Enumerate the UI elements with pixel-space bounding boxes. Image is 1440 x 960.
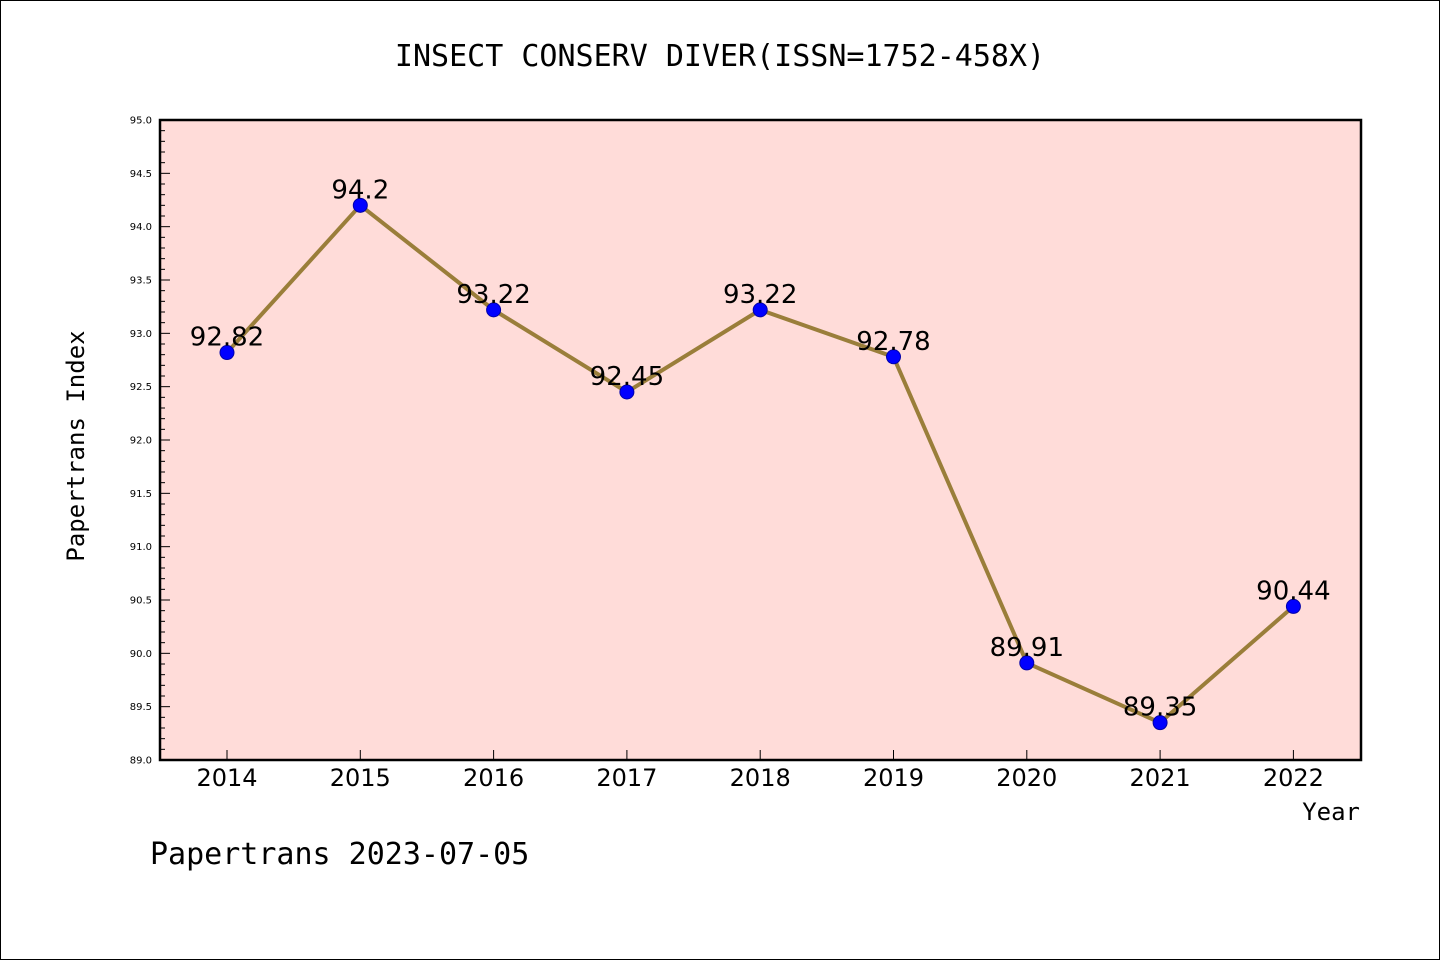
data-point	[352, 197, 368, 213]
data-label: 92.45	[590, 362, 664, 392]
y-tick-label: 92.0	[130, 436, 152, 447]
x-tick-label: 2016	[463, 764, 524, 792]
y-axis-label: Papertrans Index	[62, 330, 90, 561]
data-label: 94.2	[331, 175, 389, 205]
series-layer: 92.82 94.2 93.22 92.45 93.22 92.78 89.91 89.35 9…	[190, 175, 1331, 731]
x-tick-label: 2020	[996, 764, 1057, 792]
y-tick-label: 92.5	[130, 382, 152, 393]
data-label: 89.35	[1123, 693, 1197, 723]
x-tick-label: 2019	[863, 764, 924, 792]
x-axis-ticks: 2014 2015 2016 2017 2018 2019 2020 2021 2022	[196, 750, 1324, 792]
x-tick-label: 2017	[596, 764, 657, 792]
data-point	[486, 302, 502, 318]
y-tick-label: 95.0	[130, 116, 152, 127]
data-point	[219, 345, 235, 361]
data-label: 92.82	[190, 323, 264, 353]
y-tick-label: 93.5	[130, 276, 152, 287]
data-label: 93.22	[456, 280, 530, 310]
y-tick-label: 94.5	[130, 169, 152, 180]
data-point	[619, 384, 635, 400]
y-tick-label: 90.5	[130, 596, 152, 607]
y-tick-label: 91.5	[130, 489, 152, 500]
y-tick-label: 89.5	[130, 702, 152, 713]
data-label: 92.78	[856, 327, 930, 357]
x-tick-label: 2014	[196, 764, 257, 792]
chart-title: INSECT CONSERV DIVER(ISSN=1752-458X)	[395, 39, 1045, 74]
x-tick-label: 2018	[730, 764, 791, 792]
data-point	[752, 302, 768, 318]
y-tick-label: 94.0	[130, 222, 152, 233]
x-tick-label: 2015	[330, 764, 391, 792]
data-label: 89.91	[990, 633, 1064, 663]
data-label: 93.22	[723, 280, 797, 310]
footer-text: Papertrans 2023-07-05	[150, 837, 529, 872]
y-tick-label: 90.0	[130, 649, 152, 660]
data-label: 90.44	[1256, 576, 1330, 606]
plot-area	[160, 120, 1361, 760]
data-point	[1285, 598, 1301, 614]
x-tick-label: 2022	[1263, 764, 1324, 792]
y-tick-label: 91.0	[130, 542, 152, 553]
x-tick-label: 2021	[1130, 764, 1191, 792]
y-tick-label: 89.0	[130, 756, 152, 767]
data-point	[1019, 655, 1035, 671]
plot-border	[158, 118, 1363, 762]
data-point	[886, 349, 901, 365]
x-axis-label: Year	[1302, 798, 1360, 826]
data-point	[1152, 715, 1168, 731]
y-tick-label: 93.0	[130, 329, 152, 340]
